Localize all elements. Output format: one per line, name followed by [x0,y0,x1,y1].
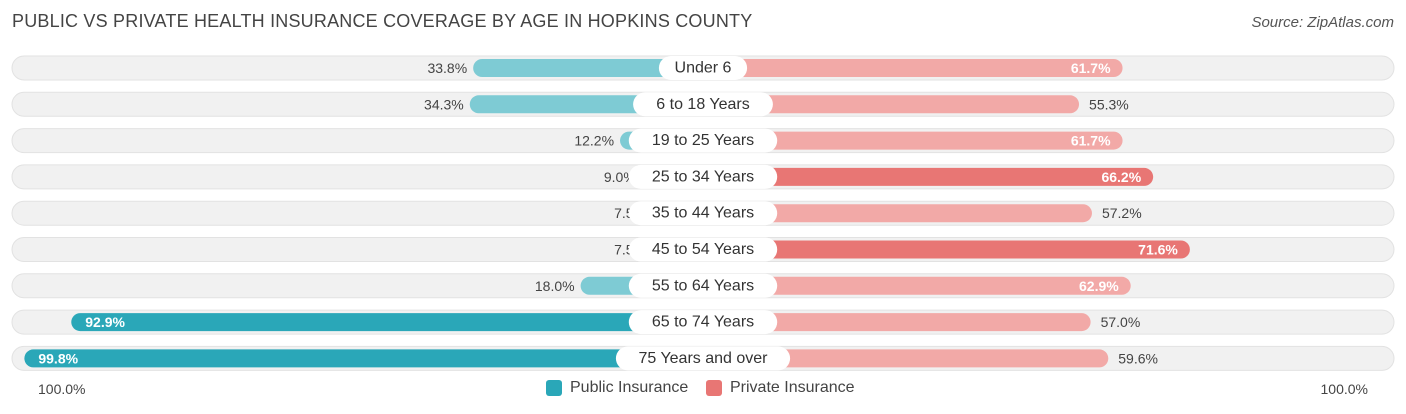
legend-swatch-private [706,380,722,396]
bar-private [703,349,1109,368]
legend-label-private: Private Insurance [730,379,855,396]
bar-public [473,59,703,77]
value-label-public: 9.0% [604,169,636,185]
category-label-bg [628,237,778,262]
category-label: 19 to 25 Years [652,132,754,149]
category-label: 6 to 18 Years [656,96,749,113]
legend-item-private: Private Insurance [706,379,855,397]
bar-public [71,313,703,332]
value-label-private: 62.9% [1079,278,1119,294]
value-label-public: 34.3% [424,96,464,112]
category-label: 35 to 44 Years [652,205,754,222]
category-label-bg [633,92,773,117]
bar-private [703,131,1123,150]
legend-swatch-public [546,380,562,396]
bar-private [703,276,1131,295]
bar-private [703,59,1123,77]
value-label-private: 61.7% [1071,60,1111,76]
value-label-private: 71.6% [1138,242,1178,258]
value-label-private: 57.0% [1101,314,1141,330]
bar-private [703,313,1091,332]
category-label-bg [628,201,778,226]
category-label: 55 to 64 Years [652,277,754,294]
axis-label-left: 100.0% [38,381,86,397]
category-label-bg [628,128,778,153]
category-label: 75 Years and over [639,350,769,367]
category-label-bg [628,273,778,298]
value-label-private: 55.3% [1089,96,1129,112]
category-label-bg [628,164,778,189]
category-label-bg [615,346,791,371]
legend-label-public: Public Insurance [570,379,689,396]
value-label-private: 66.2% [1101,169,1141,185]
category-label: 45 to 54 Years [652,241,754,258]
value-label-private: 59.6% [1118,350,1158,366]
bar-private [703,240,1190,259]
value-label-public: 92.9% [85,314,125,330]
legend-item-public: Public Insurance [546,379,688,397]
bar-public [24,349,704,368]
value-label-public: 12.2% [574,133,614,149]
legend: Public Insurance Private Insurance [0,379,1406,401]
chart-title: PUBLIC VS PRIVATE HEALTH INSURANCE COVER… [12,11,753,31]
bar-private [703,167,1154,186]
category-label: 65 to 74 Years [652,314,754,331]
category-label: Under 6 [675,60,732,77]
value-label-private: 57.2% [1102,205,1142,221]
category-label: 25 to 34 Years [652,168,754,185]
axis-label-right: 100.0% [1320,381,1368,397]
bar-private [703,204,1092,223]
bar-private [703,95,1080,114]
category-label-bg [628,310,778,335]
value-label-public: 99.8% [38,350,78,366]
source-credit: Source: ZipAtlas.com [1251,14,1394,31]
value-label-public: 18.0% [535,278,575,294]
category-label-bg [658,56,748,80]
value-label-private: 61.7% [1071,133,1111,149]
value-label-public: 33.8% [427,60,467,76]
